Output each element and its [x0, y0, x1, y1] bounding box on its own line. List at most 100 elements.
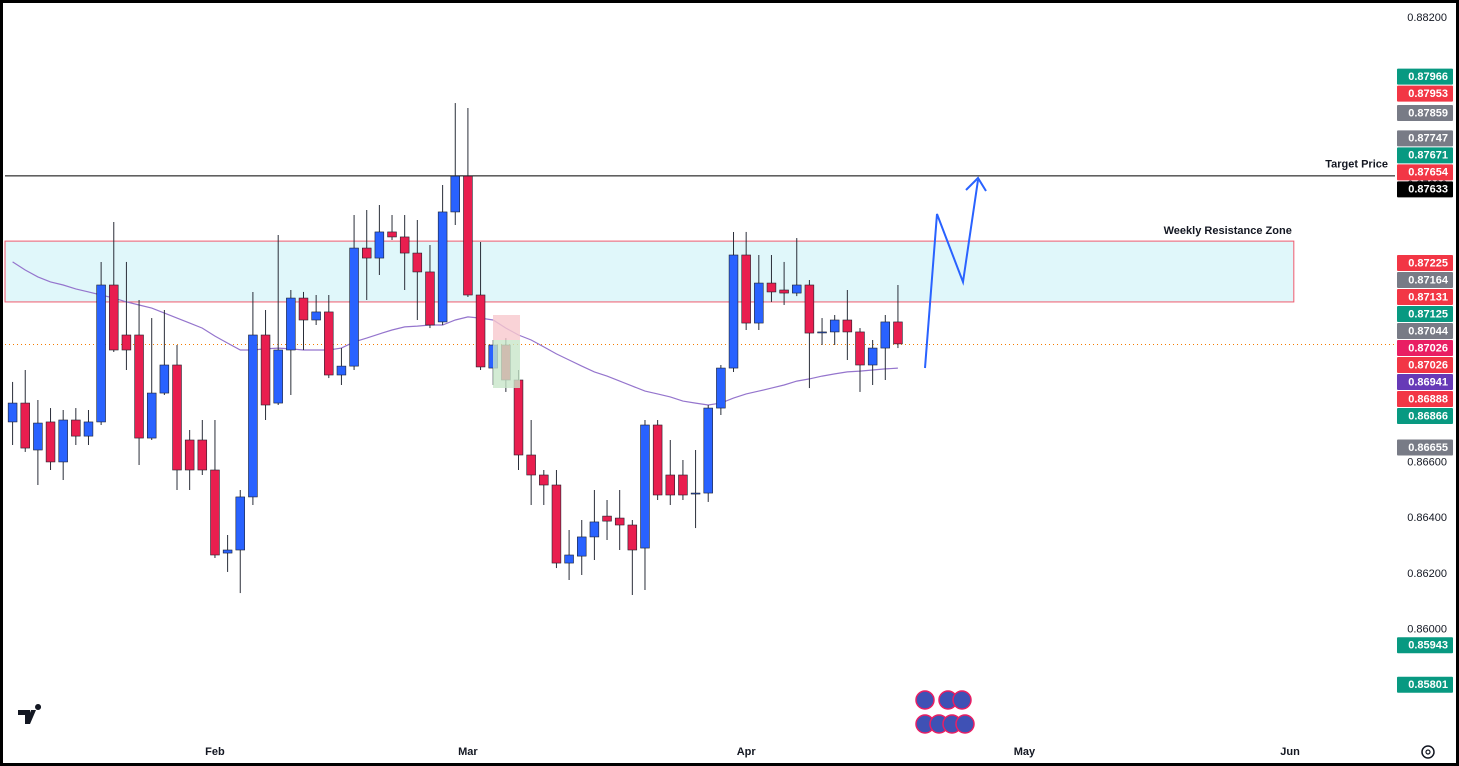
y-tick-label: 0.88200: [1407, 12, 1447, 24]
candle-body: [817, 331, 827, 334]
event-icon: [952, 690, 972, 710]
candle-body: [804, 284, 815, 334]
candle-body: [134, 334, 144, 439]
price-badge-label: 0.87225: [1408, 257, 1448, 269]
candle-body: [842, 319, 853, 333]
target-label: Target Price: [1325, 159, 1388, 171]
candle-body: [652, 424, 663, 496]
candle-body: [387, 231, 397, 238]
candle-body: [425, 271, 435, 326]
candle-body: [172, 364, 182, 471]
price-badge-label: 0.86866: [1408, 410, 1448, 422]
candle-body: [564, 554, 574, 564]
price-badge-label: 0.87164: [1408, 274, 1449, 286]
price-badge-label: 0.87125: [1408, 308, 1448, 320]
candle-body: [867, 347, 878, 366]
y-tick-label: 0.86200: [1407, 568, 1447, 580]
price-badge-label: 0.87859: [1408, 107, 1448, 119]
candle-body: [640, 424, 650, 549]
event-icon: [955, 714, 975, 734]
candle-body: [121, 334, 132, 351]
candle-body: [526, 454, 536, 476]
price-badge: [1397, 357, 1453, 374]
position-target-zone: [493, 340, 520, 388]
resistance-zone: [4, 240, 1295, 303]
price-badge: [1397, 323, 1453, 340]
x-tick-label: Feb: [205, 746, 225, 758]
price-badge-label: 0.85943: [1408, 640, 1448, 652]
price-badge-label: 0.86941: [1408, 376, 1448, 388]
candle-body: [146, 392, 157, 439]
candle-body: [665, 474, 676, 496]
settings-icon-center: [1425, 749, 1431, 755]
price-badge: [1397, 85, 1453, 102]
projection-arrow: [924, 179, 979, 369]
y-tick-label: 0.86400: [1407, 512, 1447, 524]
candle-body: [716, 367, 726, 409]
candle-body: [450, 175, 460, 213]
price-badge: [1397, 391, 1453, 408]
y-tick-label: 0.86600: [1407, 457, 1447, 469]
price-badge-label: 0.87131: [1408, 291, 1448, 303]
arrow-head: [965, 176, 987, 192]
candle-body: [766, 282, 777, 293]
candle-body: [311, 311, 321, 321]
candle-body: [324, 311, 334, 376]
candle-body: [893, 321, 903, 345]
x-tick-label: May: [1014, 746, 1036, 758]
price-badge-label: 0.87671: [1408, 150, 1448, 162]
candle-body: [792, 284, 802, 294]
candle-body: [741, 254, 751, 324]
settings-icon[interactable]: [1421, 745, 1435, 759]
price-badge: [1397, 340, 1453, 357]
candle-body: [45, 421, 56, 463]
candle-body: [286, 297, 296, 351]
price-badge: [1397, 408, 1453, 425]
candle-body: [513, 379, 524, 456]
candle-body: [614, 517, 625, 526]
candle-body: [880, 321, 891, 349]
candle-body: [197, 439, 208, 471]
price-badge-label: 0.86655: [1408, 442, 1448, 454]
candle-body: [7, 402, 18, 423]
candle-body: [298, 297, 309, 321]
candle-body: [829, 319, 840, 333]
price-badge: [1397, 272, 1453, 289]
candle-body: [248, 334, 258, 498]
candle-body: [184, 439, 195, 471]
y-tick-label: 0.86000: [1407, 623, 1447, 635]
price-badge: [1397, 255, 1453, 272]
candle-body: [336, 365, 347, 376]
price-badge-label: 0.87044: [1408, 325, 1449, 337]
candle-body: [362, 247, 372, 259]
candle-body: [83, 421, 94, 437]
price-badge-label: 0.87026: [1408, 359, 1448, 371]
candle-body: [399, 236, 410, 254]
zone-label: Weekly Resistance Zone: [1164, 225, 1292, 237]
candle-body: [20, 402, 30, 449]
candle-body: [374, 231, 385, 259]
x-tick-label: Jun: [1280, 746, 1300, 758]
price-badge: [1397, 439, 1453, 456]
candle-body: [577, 536, 587, 557]
price-badge-label: 0.87654: [1408, 167, 1449, 179]
event-icons: [915, 690, 975, 734]
candle-body: [96, 284, 106, 423]
price-badge: [1397, 676, 1453, 693]
candle-body: [235, 496, 245, 551]
price-badge-label: 0.87026: [1408, 342, 1448, 354]
candle-body: [690, 492, 701, 495]
price-badge-label: 0.87966: [1408, 71, 1448, 83]
price-badge: [1397, 164, 1453, 181]
candle-body: [437, 211, 448, 323]
candle-body: [412, 252, 423, 273]
position-stop-zone: [493, 315, 520, 340]
candle-body: [159, 364, 170, 394]
candle-body: [210, 469, 220, 556]
price-badge: [1397, 374, 1453, 391]
candle-body: [627, 524, 638, 551]
candle-body: [728, 254, 739, 369]
candle-body: [33, 422, 43, 451]
price-badge: [1397, 68, 1453, 85]
